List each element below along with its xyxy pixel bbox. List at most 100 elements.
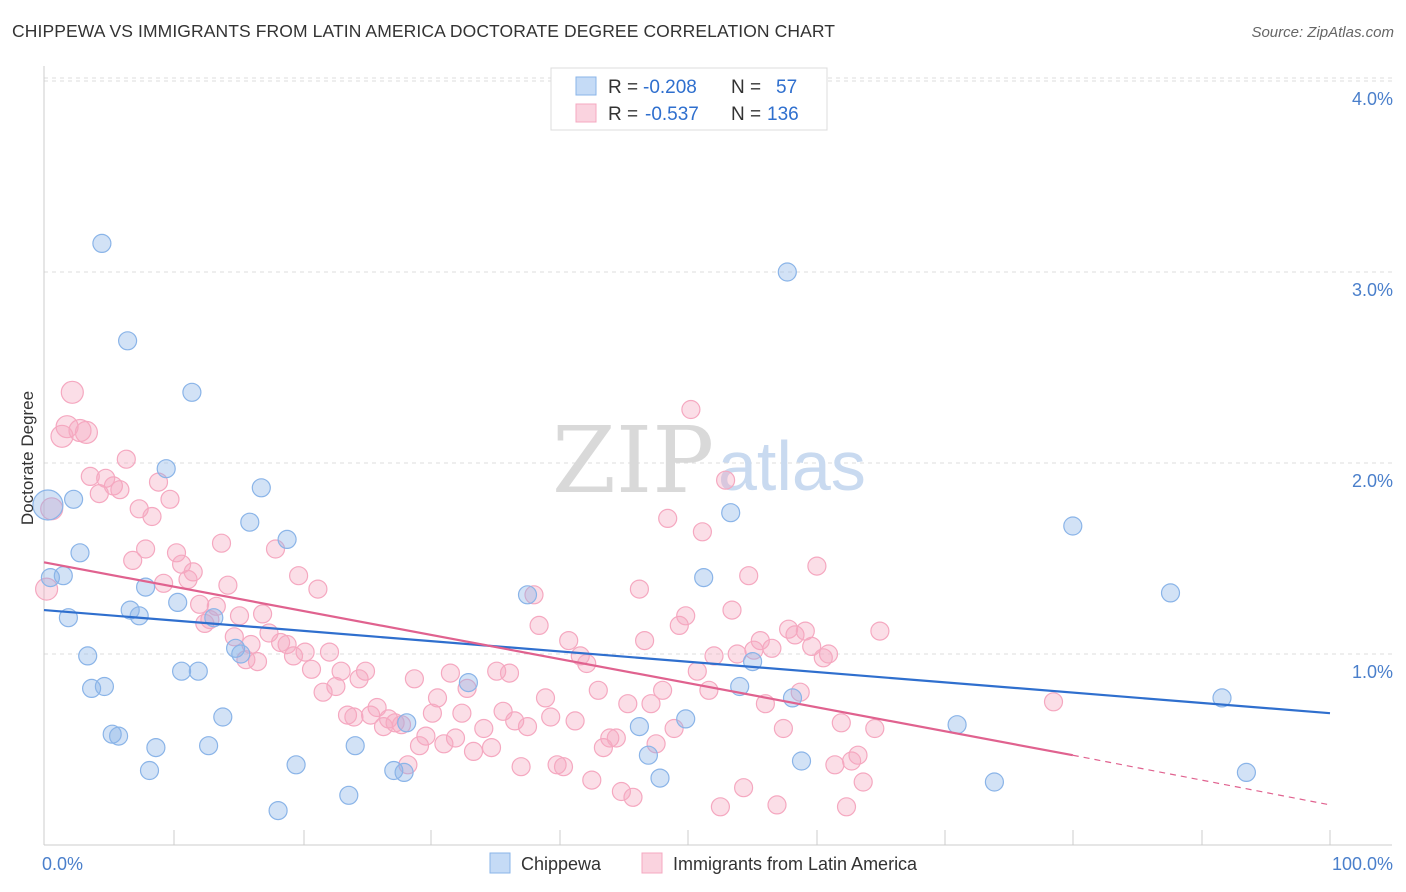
latin-point-66	[440, 663, 460, 683]
latin-trend-line-extension	[1072, 754, 1331, 806]
latin-point-127	[802, 636, 822, 657]
y-tick-label-2: 3.0%	[1352, 280, 1393, 300]
chippewa-point-2	[53, 566, 73, 586]
latin-point-68	[452, 703, 472, 723]
gridlines	[44, 77, 1392, 655]
latin-point-43	[301, 659, 322, 679]
latin-point-101	[652, 680, 673, 700]
latin-point-93	[606, 728, 626, 748]
chippewa-point-42	[650, 768, 670, 788]
legend-r-value-1: -0.208	[643, 77, 697, 98]
latin-point-54	[367, 697, 387, 718]
legend-r-value-2: -0.537	[645, 104, 699, 125]
latin-point-136	[853, 772, 873, 792]
chippewa-point-22	[188, 661, 208, 681]
bottom-legend-chippewa: Chippewa	[521, 854, 602, 874]
latin-point-89	[582, 770, 602, 790]
chippewa-point-28	[240, 512, 260, 532]
trend-lines	[43, 561, 1331, 806]
y-axis-label: Doctorate Degree	[18, 391, 37, 525]
latin-point-51	[349, 669, 369, 689]
chippewa-point-52	[984, 772, 1005, 792]
chippewa-point-16	[139, 760, 160, 781]
legend-swatch-chippewa	[575, 76, 597, 96]
latin-point-86	[565, 711, 585, 731]
x-tick-label-1: 100.0%	[1332, 854, 1393, 874]
latin-point-87	[570, 646, 590, 666]
chippewa-point-51	[947, 715, 967, 735]
y-tick-label-3: 4.0%	[1352, 89, 1393, 109]
latin-point-11	[110, 480, 130, 500]
latin-point-108	[692, 522, 713, 542]
latin-point-34	[247, 651, 268, 672]
chippewa-point-38	[458, 672, 478, 693]
latin-point-130	[818, 644, 839, 664]
latin-point-104	[669, 615, 689, 636]
chippewa-point-44	[694, 567, 714, 588]
legend-n-value-2: 136	[767, 104, 799, 125]
latin-point-95	[618, 694, 638, 714]
watermark-zip: ZIP	[552, 407, 714, 514]
chippewa-point-20	[172, 661, 192, 681]
chippewa-point-48	[777, 262, 797, 282]
chippewa-point-19	[168, 592, 188, 613]
latin-point-91	[593, 737, 614, 758]
latin-point-23	[183, 562, 203, 582]
latin-point-61	[409, 736, 430, 756]
latin-point-137	[865, 718, 885, 739]
bottom-legend: Chippewa Immigrants from Latin America	[489, 852, 918, 874]
axes	[43, 66, 1392, 846]
legend-box: R = -0.208 N = 57 R = -0.537 N = 136	[550, 67, 828, 131]
latin-point-69	[457, 678, 477, 699]
latin-point-79	[524, 585, 544, 605]
chippewa-point-17	[146, 737, 166, 758]
legend-swatch-latin	[575, 103, 597, 123]
chippewa-point-21	[182, 382, 202, 402]
latin-point-28	[211, 533, 232, 553]
chippewa-point-24	[204, 608, 224, 628]
latin-point-39	[277, 634, 297, 655]
latin-point-50	[344, 707, 364, 727]
chippewa-point-41	[638, 745, 659, 765]
latin-point-82	[541, 707, 561, 727]
latin-point-3	[55, 415, 79, 439]
bottom-legend-latin: Immigrants from Latin America	[673, 854, 918, 874]
chippewa-point-36	[394, 762, 414, 783]
latin-point-129	[813, 648, 833, 668]
latin-point-120	[762, 638, 782, 658]
legend-r-label-2: R =	[608, 104, 638, 125]
chippewa-point-4	[63, 489, 84, 509]
chippewa-point-26	[226, 638, 246, 658]
chippewa-point-54	[1160, 583, 1181, 603]
chippewa-point-34	[345, 736, 365, 756]
latin-point-42	[295, 642, 315, 662]
latin-point-122	[773, 718, 794, 739]
x-tick-label-0: 0.0%	[42, 854, 83, 874]
latin-point-139	[1043, 692, 1064, 712]
chippewa-point-23	[199, 736, 219, 756]
latin-point-111	[710, 797, 731, 817]
latin-point-65	[434, 734, 454, 754]
latin-point-31	[229, 606, 250, 626]
latin-point-35	[253, 604, 273, 624]
latin-point-90	[588, 680, 608, 700]
latin-point-124	[785, 625, 805, 645]
latin-point-112	[715, 470, 736, 490]
latin-point-118	[750, 630, 770, 651]
latin-point-63	[422, 703, 442, 723]
latin-point-15	[136, 539, 156, 559]
latin-point-19	[160, 489, 180, 509]
latin-point-84	[553, 757, 574, 777]
latin-point-72	[481, 737, 502, 758]
chippewa-point-55	[1212, 688, 1232, 708]
chippewa-point-40	[629, 716, 650, 737]
latin-point-107	[687, 661, 707, 681]
latin-point-105	[676, 606, 696, 626]
chippewa-point-56	[1236, 762, 1257, 783]
latin-point-29	[218, 575, 238, 595]
chippewa-point-5	[70, 543, 90, 563]
latin-point-121	[767, 795, 787, 815]
chippewa-point-6	[78, 646, 98, 666]
latin-point-0	[34, 577, 59, 601]
latin-point-92	[600, 728, 620, 748]
